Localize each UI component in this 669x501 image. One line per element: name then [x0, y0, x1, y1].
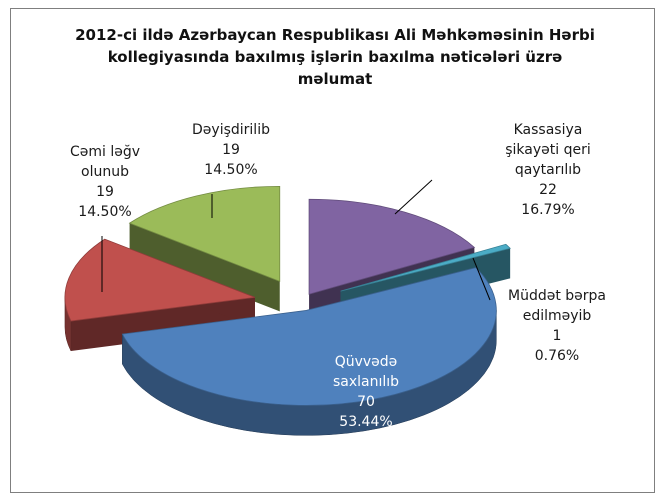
- label-name-line: Kassasiya: [513, 122, 583, 138]
- label-name-line: edilməyib: [522, 308, 592, 324]
- label-value: 19: [96, 184, 114, 200]
- pie-slice-3d: [129, 223, 280, 312]
- label-percent: 0.76%: [534, 348, 580, 364]
- label-name-line: Cəmi ləğv: [69, 144, 141, 160]
- data-label-kassasiya: Kassasiya şikayəti qeri qaytarılıb 22 16…: [488, 120, 608, 220]
- chart-title: 2012-ci ildə Azərbaycan Respublikası Ali…: [40, 24, 630, 90]
- label-value: 19: [222, 142, 240, 158]
- pie-slice: [121, 267, 497, 406]
- label-name-line: Müddət bərpa: [508, 288, 606, 304]
- label-name-line: şikayəti qeri: [505, 142, 591, 158]
- label-percent: 16.79%: [521, 202, 575, 218]
- pie-slice-edge-0: [129, 223, 280, 312]
- pie-slice-edge-0: [70, 297, 255, 352]
- leader-line-kassasiya: [394, 179, 433, 215]
- label-value: 22: [539, 182, 557, 198]
- label-percent: 14.50%: [78, 204, 132, 220]
- label-name-line: Qüvvədə: [334, 354, 398, 370]
- label-name-line: Dəyişdirilib: [192, 122, 270, 138]
- pie-slice: [64, 238, 256, 322]
- leader-line-muddet: [472, 257, 491, 301]
- label-percent: 14.50%: [204, 162, 258, 178]
- pie-slice: [128, 185, 281, 282]
- chart-title-line-3: məlumat: [297, 70, 373, 88]
- label-name-line: saxlanılıb: [332, 374, 400, 390]
- data-label-quvvede: Qüvvədə saxlanılıb 70 53.44%: [306, 352, 426, 432]
- data-label-deyisdirilib: Dəyişdirilib 19 14.50%: [176, 120, 286, 180]
- label-value: 70: [357, 394, 375, 410]
- label-name-line: qaytarılıb: [514, 162, 582, 178]
- label-value: 1: [552, 328, 562, 344]
- chart-title-line-2: kollegiyasında baxılmış işlərin baxılma …: [107, 48, 563, 66]
- label-name-line: olunub: [81, 164, 129, 180]
- pie-top-layer: [64, 185, 511, 406]
- data-label-cemi-legv: Cəmi ləğv olunub 19 14.50%: [50, 142, 160, 222]
- chart-title-line-1: 2012-ci ildə Azərbaycan Respublikası Ali…: [75, 26, 595, 44]
- data-label-muddet: Müddət bərpa edilməyib 1 0.76%: [492, 286, 622, 366]
- label-percent: 53.44%: [339, 414, 393, 430]
- pie-slice: [308, 198, 476, 295]
- pie-slice: [340, 243, 511, 292]
